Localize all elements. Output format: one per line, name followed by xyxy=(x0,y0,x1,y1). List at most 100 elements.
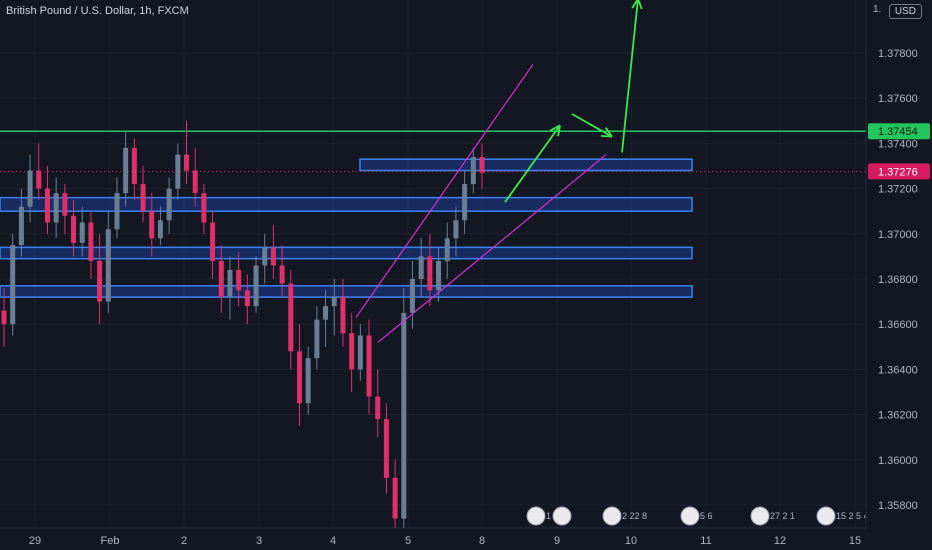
candle-body xyxy=(97,260,103,302)
time-tick-label: 11 xyxy=(700,535,711,547)
candle-body xyxy=(462,184,468,221)
candle-body xyxy=(149,211,155,239)
time-tick-label: Feb xyxy=(101,535,120,547)
projection-arrow-head xyxy=(549,124,561,132)
candle-body xyxy=(305,358,311,404)
candle-body xyxy=(201,193,207,223)
candle-body xyxy=(140,184,146,212)
price-tick-label: 1.35800 xyxy=(878,500,918,512)
price-tick-label: 1.37000 xyxy=(878,229,918,241)
time-tick-label: 8 xyxy=(479,535,485,547)
price-tag-label: 1.37454 xyxy=(878,126,918,138)
economic-event-icon xyxy=(680,506,700,526)
candle-body xyxy=(218,260,224,298)
economic-event-count: 5 6 xyxy=(700,511,713,521)
projection-arrow-head xyxy=(637,0,643,10)
time-tick-label: 10 xyxy=(625,535,637,547)
projection-arrow-head xyxy=(631,0,639,9)
candle-body xyxy=(340,297,346,334)
price-tick-label: 1.36600 xyxy=(878,319,918,331)
candle-body xyxy=(62,193,68,216)
candle-body xyxy=(314,319,320,359)
economic-event-icon xyxy=(552,506,572,526)
price-tag-label: 1.37276 xyxy=(878,166,918,178)
symbol-title: British Pound / U.S. Dollar, 1h, FXCM xyxy=(6,5,189,17)
time-axis-background xyxy=(0,528,932,550)
candle-body xyxy=(444,238,450,261)
time-tick-label: 15 xyxy=(849,535,861,547)
economic-event-count: 15 2 5 4 xyxy=(836,511,869,521)
price-tick-label: 1.36800 xyxy=(878,274,918,286)
price-tick-label: 1.37400 xyxy=(878,138,918,150)
projection-arrow xyxy=(621,0,639,153)
candle-body xyxy=(236,269,242,291)
candle-body xyxy=(323,306,329,320)
candle-body xyxy=(418,256,424,279)
time-tick-label: 2 xyxy=(181,535,187,547)
time-tick-label: 4 xyxy=(330,535,336,547)
time-tick-label: 9 xyxy=(554,535,560,547)
price-tick-label: 1.36400 xyxy=(878,364,918,376)
candle-body xyxy=(131,147,137,185)
projection-arrow-head xyxy=(604,127,613,138)
time-tick-label: 12 xyxy=(774,535,786,547)
candle-body xyxy=(288,283,294,352)
price-tick-label: 1.36000 xyxy=(878,455,918,467)
candle-body xyxy=(44,188,50,223)
candle-body xyxy=(71,215,77,243)
candle-body xyxy=(114,193,120,230)
candle-body xyxy=(105,229,111,302)
trend-channel-line xyxy=(377,154,607,343)
economic-event-count: 1 xyxy=(546,511,551,521)
candle-body xyxy=(409,279,415,313)
candle-body xyxy=(392,477,398,519)
projection-arrow xyxy=(571,113,613,138)
candle-body xyxy=(253,265,259,307)
candle-body xyxy=(175,154,181,189)
candle-body xyxy=(166,188,172,221)
time-tick-label: 5 xyxy=(405,535,411,547)
time-tick-label: 29 xyxy=(29,535,41,547)
candle-body xyxy=(192,170,198,194)
candle-body xyxy=(279,265,285,284)
projection-arrow-head xyxy=(600,135,613,138)
candle-body xyxy=(296,351,302,404)
candle-body xyxy=(157,220,163,239)
price-tick-label: 1.37600 xyxy=(878,93,918,105)
candle-body xyxy=(210,222,216,261)
candle-body xyxy=(18,206,24,246)
candle-body xyxy=(357,335,363,370)
support-resistance-zone xyxy=(359,158,693,172)
candle-body xyxy=(479,156,485,173)
candle-body xyxy=(436,260,442,291)
candle-body xyxy=(244,290,250,307)
candle-body xyxy=(401,312,407,519)
time-tick-label: 3 xyxy=(256,535,262,547)
currency-button[interactable]: USD xyxy=(888,4,922,19)
economic-event-count: 27 2 1 xyxy=(770,511,795,521)
candle-body xyxy=(262,247,268,266)
candle-body xyxy=(27,170,33,207)
candle-body xyxy=(366,335,372,397)
support-resistance-zone xyxy=(0,246,693,260)
currency-lead: 1. xyxy=(873,4,882,15)
candle-body xyxy=(270,247,276,266)
support-resistance-zone xyxy=(0,196,693,212)
candle-body xyxy=(53,193,59,223)
candle-body xyxy=(79,222,85,243)
economic-event-icon xyxy=(602,506,622,526)
candle-body xyxy=(123,147,129,194)
candle-body xyxy=(453,220,459,239)
projection-arrow xyxy=(504,124,561,203)
price-tick-label: 1.37200 xyxy=(878,184,918,196)
price-tick-label: 1.36200 xyxy=(878,410,918,422)
candle-body xyxy=(383,419,389,478)
candle-body xyxy=(427,256,433,291)
economic-event-icon xyxy=(816,506,836,526)
candle-body xyxy=(349,333,355,370)
candle-body xyxy=(1,310,7,325)
candle-body xyxy=(331,297,337,307)
candle-body xyxy=(470,156,476,185)
